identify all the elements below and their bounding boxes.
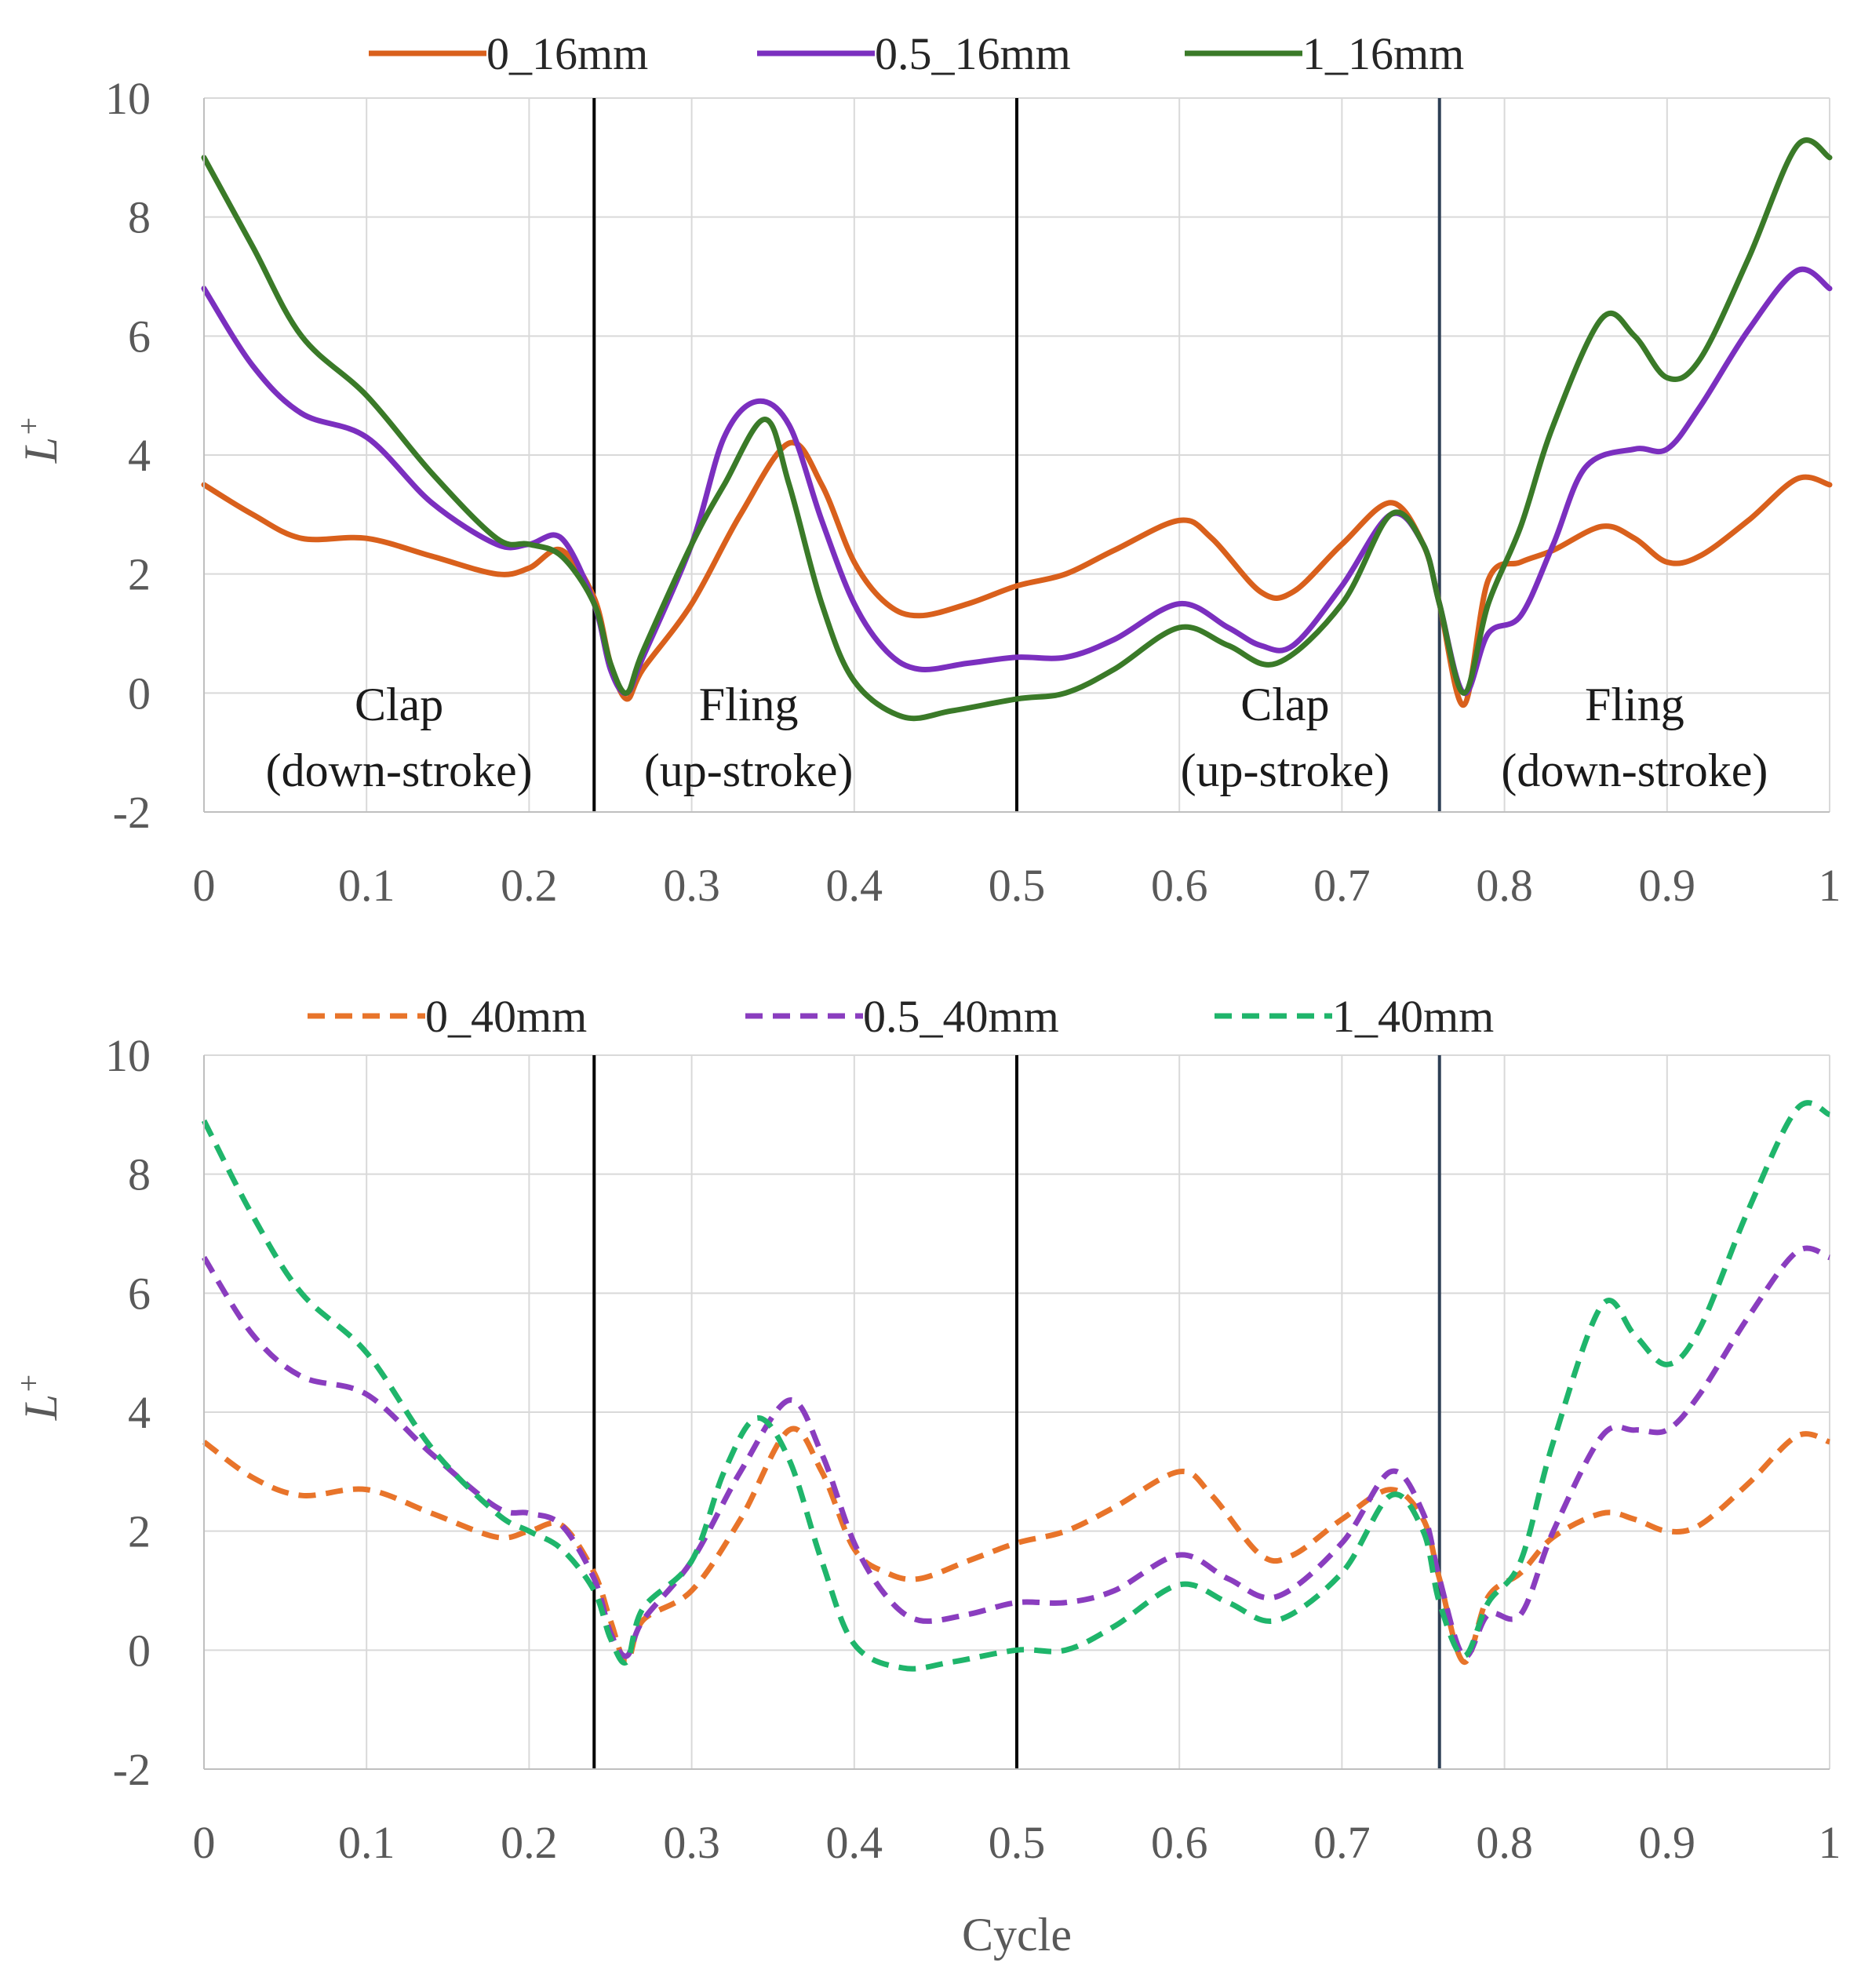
x-tick-label: 0.6	[1151, 860, 1208, 911]
y-tick-label: 6	[128, 311, 151, 362]
x-tick-label: 0.2	[501, 1817, 558, 1868]
phase-annotation: (down-stroke)	[1501, 745, 1768, 796]
phase-annotation: Fling	[699, 679, 799, 730]
legend-label-0_40mm: 0_40mm	[425, 991, 587, 1042]
series-top	[201, 137, 1833, 722]
x-tick-label: 0.7	[1313, 1817, 1371, 1868]
x-tick-label: 0.5	[989, 1817, 1046, 1868]
x-tick-label: 0.8	[1476, 860, 1533, 911]
y-tick-label: 6	[128, 1268, 151, 1319]
x-tick-label: 0	[193, 860, 216, 911]
x-tick-label: 0.1	[338, 1817, 395, 1868]
y-tick-label: 10	[105, 1030, 151, 1081]
y-tick-label: 4	[128, 1387, 151, 1438]
x-axis-title: Cycle	[962, 1909, 1072, 1961]
phase-annotation: (up-stroke)	[644, 745, 854, 796]
phase-annotation: Clap	[1240, 679, 1329, 730]
legend-label-1_16mm: 1_16mm	[1302, 28, 1464, 79]
phase-dividers-top	[592, 98, 1441, 812]
y-tick-label: 4	[128, 430, 151, 481]
y-tick-label: 8	[128, 192, 151, 243]
panel-bottom: 0 0.1 0.2 0.3 0.4 0.5 0.6 0.7 0.8 0.9 1 -2 0 2 4 6 8 10 0…	[11, 991, 1841, 1961]
y-tick-label: 0	[128, 668, 151, 719]
y-tick-label: 10	[105, 73, 151, 124]
series-line-0.5_40mm	[202, 1245, 1831, 1659]
x-tick-label: 0.2	[501, 860, 558, 911]
x-tick-label: 0.5	[989, 860, 1046, 911]
series-bottom	[201, 1100, 1831, 1672]
x-tick-label: 1	[1819, 1817, 1841, 1868]
legend-top: 0_16mm 0.5_16mm 1_16mm	[369, 28, 1464, 79]
axes-top: 0 0.1 0.2 0.3 0.4 0.5 0.6 0.7 0.8 0.9 1 -2 0 2 4 6 8 10	[105, 73, 1841, 911]
x-tick-label: 0.8	[1476, 1817, 1533, 1868]
phase-annotation: (down-stroke)	[266, 745, 533, 796]
x-tick-label: 0.1	[338, 860, 395, 911]
x-tick-label: 0.4	[826, 860, 883, 911]
x-tick-label: 0.9	[1639, 860, 1696, 911]
annotations-top: Clap (down-stroke) Fling (up-stroke) Clap (up…	[266, 679, 1768, 796]
legend-label-0.5_16mm: 0.5_16mm	[875, 28, 1071, 79]
legend-label-0.5_40mm: 0.5_40mm	[863, 991, 1059, 1042]
phase-annotation: Clap	[355, 679, 443, 730]
y-tick-label: 8	[128, 1149, 151, 1200]
y-tick-label: 0	[128, 1625, 151, 1676]
x-tick-label: 0.6	[1151, 1817, 1208, 1868]
series-line-0_16mm	[201, 439, 1833, 708]
y-tick-label: 2	[128, 1506, 151, 1557]
y-tick-label: -2	[113, 1744, 151, 1795]
x-tick-label: 0.3	[663, 1817, 720, 1868]
series-line-0.5_16mm	[201, 266, 1833, 697]
phase-annotation: (up-stroke)	[1181, 745, 1390, 796]
legend-label-0_16mm: 0_16mm	[486, 28, 648, 79]
y-tick-label: 2	[128, 549, 151, 600]
panel-top: 0 0.1 0.2 0.3 0.4 0.5 0.6 0.7 0.8 0.9 1 -2 0 2 4 6 8 10 0…	[11, 28, 1841, 911]
y-axis-label-bottom: L+	[11, 1373, 67, 1421]
x-tick-label: 1	[1819, 860, 1841, 911]
legend-label-1_40mm: 1_40mm	[1332, 991, 1494, 1042]
x-tick-label: 0.3	[663, 860, 720, 911]
series-line-1_16mm	[201, 137, 1833, 722]
x-tick-label: 0.7	[1313, 860, 1371, 911]
x-tick-label: 0	[193, 1817, 216, 1868]
y-tick-label: -2	[113, 787, 151, 838]
y-axis-label-top: L+	[11, 416, 67, 464]
x-tick-label: 0.9	[1639, 1817, 1696, 1868]
phase-annotation: Fling	[1585, 679, 1684, 730]
axes-bottom: 0 0.1 0.2 0.3 0.4 0.5 0.6 0.7 0.8 0.9 1 -2 0 2 4 6 8 10	[105, 1030, 1841, 1868]
legend-bottom: 0_40mm 0.5_40mm 1_40mm	[308, 991, 1494, 1042]
x-tick-label: 0.4	[826, 1817, 883, 1868]
